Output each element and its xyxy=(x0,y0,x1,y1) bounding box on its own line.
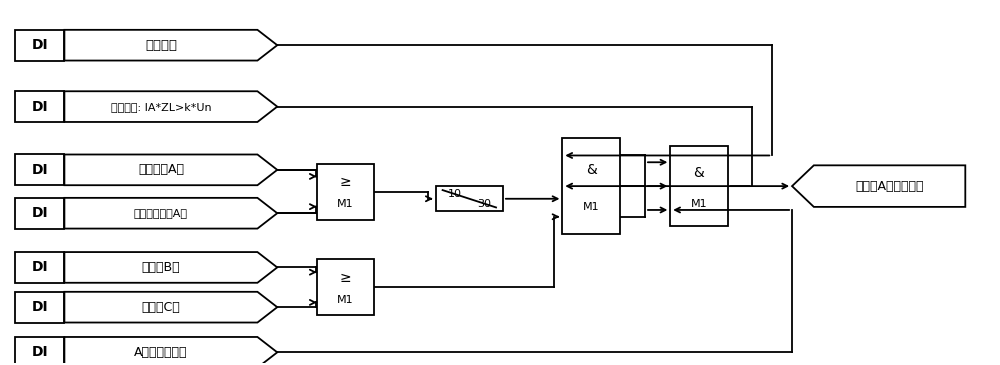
Text: 保护跳B后: 保护跳B后 xyxy=(142,261,180,274)
Text: DI: DI xyxy=(31,300,48,314)
Text: DI: DI xyxy=(31,100,48,114)
Polygon shape xyxy=(64,91,277,122)
Text: M1: M1 xyxy=(691,199,707,209)
Text: A相接地四边形: A相接地四边形 xyxy=(134,346,188,359)
Bar xyxy=(15,154,64,185)
Polygon shape xyxy=(64,154,277,185)
Text: DI: DI xyxy=(31,345,48,359)
Text: ≥: ≥ xyxy=(340,175,351,189)
Text: 非全相选A区: 非全相选A区 xyxy=(138,164,184,176)
Text: M1: M1 xyxy=(337,295,354,305)
Bar xyxy=(15,337,64,365)
Bar xyxy=(317,259,374,315)
Bar xyxy=(15,292,64,323)
Bar xyxy=(15,252,64,283)
Polygon shape xyxy=(64,252,277,283)
Text: DI: DI xyxy=(31,260,48,274)
Polygon shape xyxy=(792,165,965,207)
Text: 保护启动: 保护启动 xyxy=(145,39,177,52)
Polygon shape xyxy=(64,30,277,61)
Bar xyxy=(317,164,374,219)
Polygon shape xyxy=(64,292,277,323)
Text: DI: DI xyxy=(31,38,48,52)
Text: 10: 10 xyxy=(447,189,461,199)
Text: 电压判别: IA*ZL>k*Un: 电压判别: IA*ZL>k*Un xyxy=(111,101,211,112)
Text: &: & xyxy=(694,166,704,180)
Text: 对侧非全相选A区: 对侧非全相选A区 xyxy=(134,208,188,218)
Bar xyxy=(15,30,64,61)
Polygon shape xyxy=(64,198,277,228)
Text: 30: 30 xyxy=(477,199,491,209)
Bar xyxy=(670,146,728,226)
Bar xyxy=(15,198,64,228)
Text: 非全相A相接地正向: 非全相A相接地正向 xyxy=(855,180,924,193)
Text: &: & xyxy=(586,163,596,177)
Polygon shape xyxy=(64,337,277,365)
Text: DI: DI xyxy=(31,206,48,220)
Text: M1: M1 xyxy=(337,199,354,209)
Bar xyxy=(15,91,64,122)
Text: M1: M1 xyxy=(583,202,599,212)
Bar xyxy=(562,138,620,234)
Bar xyxy=(436,187,503,211)
Text: ≥: ≥ xyxy=(340,271,351,285)
Text: 保护跳C后: 保护跳C后 xyxy=(142,301,180,314)
Text: DI: DI xyxy=(31,163,48,177)
